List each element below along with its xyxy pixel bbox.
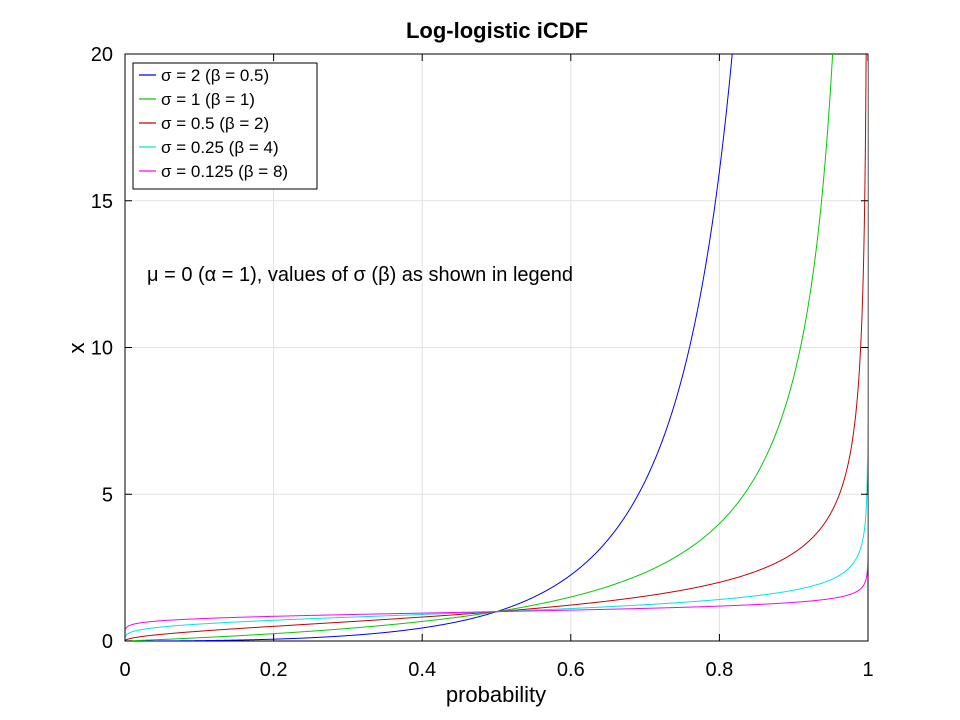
series-line	[125, 54, 834, 641]
y-tick-label: 15	[91, 191, 113, 213]
y-tick-label: 0	[102, 631, 113, 653]
x-tick-label: 0.8	[705, 659, 733, 681]
x-tick-label: 0	[119, 659, 130, 681]
chart-title: Log-logistic iCDF	[406, 18, 588, 43]
legend: σ = 2 (β = 0.5) σ = 1 (β = 1) σ = 0.5 (β =…	[132, 62, 318, 190]
legend-label: σ = 2 (β = 0.5)	[161, 66, 269, 85]
x-tick-label: 0.6	[557, 659, 585, 681]
y-tick-label: 20	[91, 44, 113, 66]
legend-label: σ = 0.25 (β = 4)	[161, 138, 279, 157]
y-tick-label: 10	[91, 338, 113, 360]
x-tick-label: 0.2	[260, 659, 288, 681]
series-line	[125, 54, 868, 637]
legend-label: σ = 0.125 (β = 8)	[161, 162, 288, 181]
series-line	[125, 493, 868, 630]
legend-box	[132, 62, 318, 190]
x-tick-label: 0.4	[408, 659, 436, 681]
chart-annotation: μ = 0 (α = 1), values of σ (β) as shown …	[147, 264, 573, 286]
x-tick-label: 1	[862, 659, 873, 681]
y-axis-title: x	[64, 343, 89, 354]
series-lines	[125, 54, 868, 641]
x-axis-title: probability	[446, 682, 546, 707]
legend-label: σ = 1 (β = 1)	[161, 90, 255, 109]
legend-label: σ = 0.5 (β = 2)	[161, 114, 269, 133]
series-line	[125, 54, 733, 641]
y-tick-label: 5	[102, 484, 113, 506]
